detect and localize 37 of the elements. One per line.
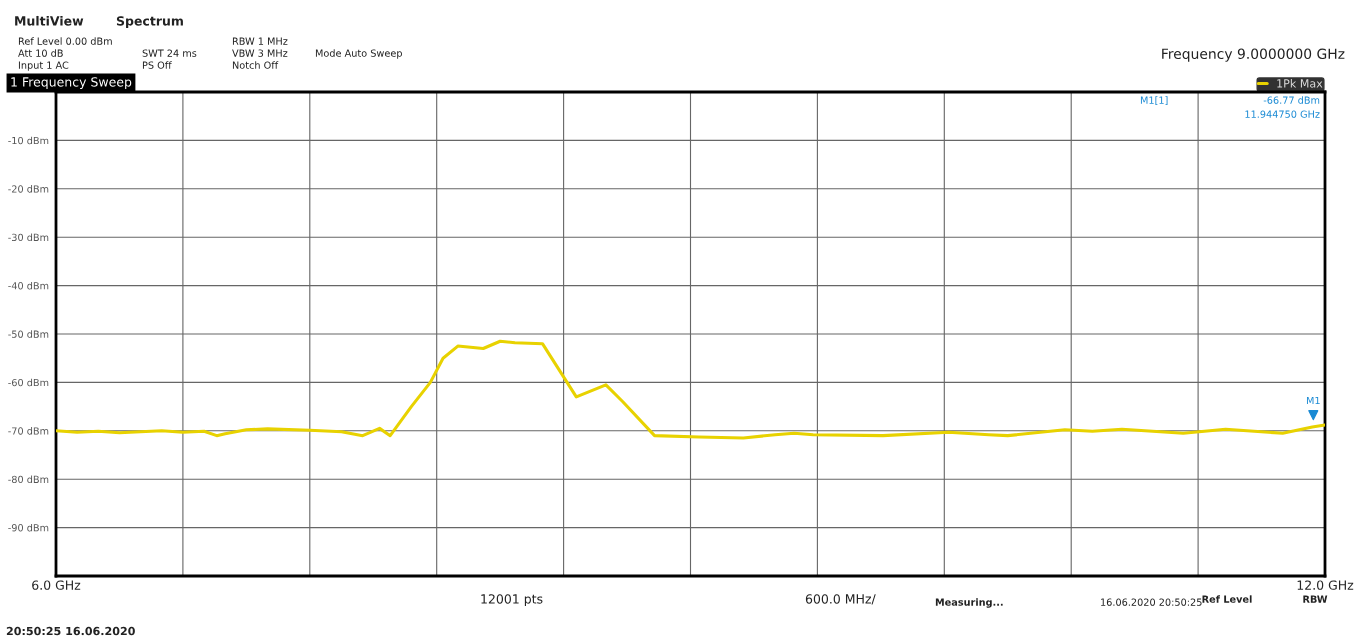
y-tick-label: -80 dBm [8, 475, 49, 484]
text: Input 1 AC [18, 61, 69, 71]
y-tick-label: -90 dBm [8, 523, 49, 532]
annotation: M1[1] [1140, 96, 1168, 105]
series-label: M1 [1306, 396, 1320, 405]
y-tick-label: -10 dBm [8, 136, 49, 145]
text: Spectrum [116, 16, 183, 29]
text: PS Off [142, 61, 172, 69]
text: 600.0 MHz/ [805, 594, 876, 605]
x-tick-label: 6.0 GHz [32, 580, 81, 590]
text: RBW 1 MHz [232, 37, 288, 45]
text: SWT 24 ms [142, 49, 197, 57]
y-tick-label: -30 dBm [8, 233, 49, 242]
text: 12001 pts [481, 594, 543, 607]
text: 20:50:25 16.06.2020 [6, 626, 135, 636]
text: VBW 3 MHz [232, 49, 288, 57]
y-tick-label: -20 dBm [8, 185, 49, 193]
line-series [56, 339, 1325, 440]
text: Att 10 dB [18, 49, 63, 57]
text: Notch Off [232, 61, 279, 69]
text: Mode Auto Sweep [315, 49, 402, 59]
text: MultiView [15, 15, 84, 26]
text: RBW [1303, 595, 1328, 603]
x-tick-label: 12.0 GHz [1297, 580, 1354, 590]
text: Measuring... [935, 598, 1003, 608]
text: Ref Level [1202, 595, 1252, 603]
annotation: 11.944750 GHz [1245, 110, 1320, 118]
y-tick-label: -70 dBm [8, 427, 49, 435]
y-tick-label: -40 dBm [8, 281, 49, 290]
chart-title: 1 Frequency Sweep [11, 77, 132, 90]
text: Ref Level 0.00 dBm [18, 37, 112, 45]
legend-label: 1Pk Max [1277, 79, 1323, 88]
y-tick-label: -50 dBm [8, 330, 49, 338]
text: Frequency 9.0000000 GHz [1162, 48, 1345, 62]
y-tick-label: -60 dBm [8, 378, 49, 387]
annotation: -66.77 dBm [1263, 96, 1320, 104]
text: 16.06.2020 20:50:25 [1101, 598, 1202, 606]
